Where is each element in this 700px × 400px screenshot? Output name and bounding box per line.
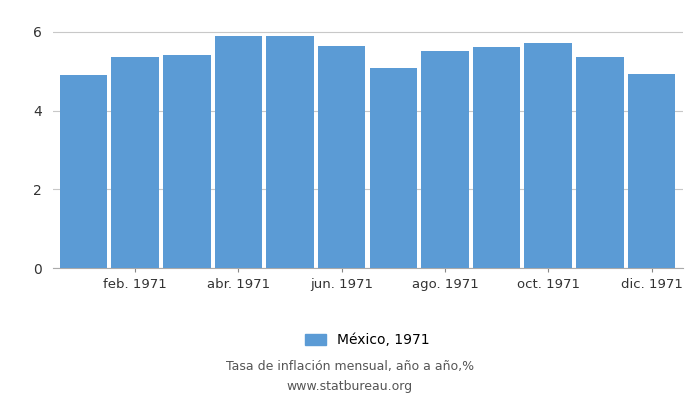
Bar xyxy=(215,36,262,268)
Bar xyxy=(628,74,676,268)
Text: www.statbureau.org: www.statbureau.org xyxy=(287,380,413,393)
Bar xyxy=(318,46,365,268)
Bar xyxy=(576,57,624,268)
Bar xyxy=(111,57,159,268)
Bar xyxy=(370,68,417,268)
Legend: México, 1971: México, 1971 xyxy=(300,328,435,353)
Bar xyxy=(266,36,314,268)
Bar xyxy=(163,54,211,268)
Text: Tasa de inflación mensual, año a año,%: Tasa de inflación mensual, año a año,% xyxy=(226,360,474,373)
Bar xyxy=(524,43,572,268)
Bar xyxy=(421,51,469,268)
Bar xyxy=(60,75,107,268)
Bar xyxy=(473,47,520,268)
